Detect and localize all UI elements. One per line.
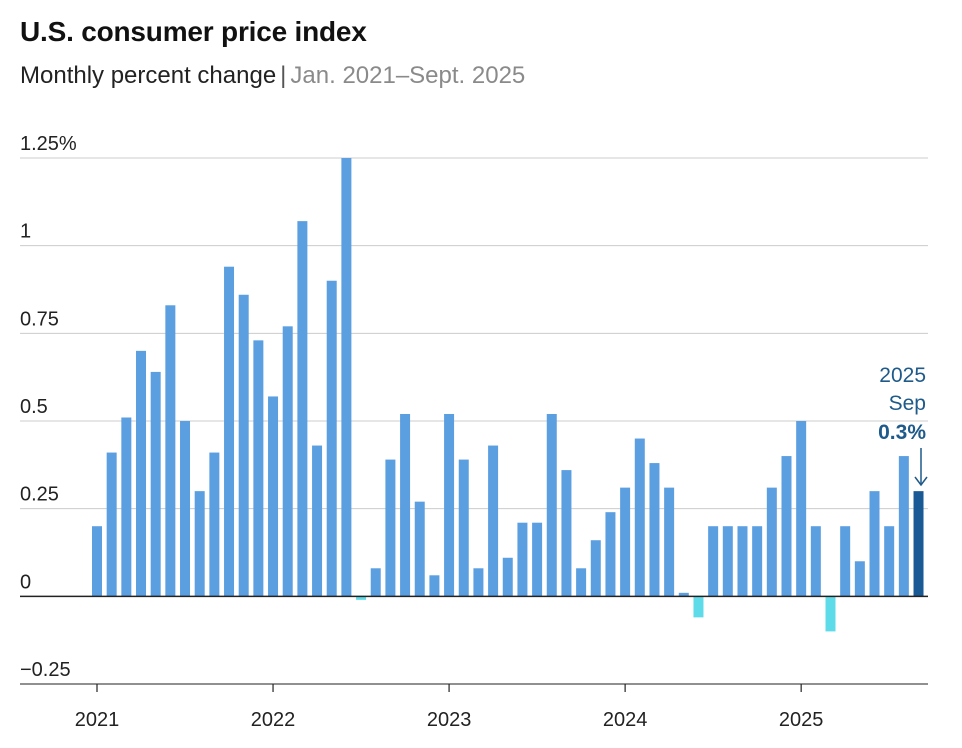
bar <box>136 350 147 597</box>
bar <box>590 540 601 597</box>
bar <box>664 487 675 597</box>
latest-value-annotation: 2025 Sep 0.3% <box>878 364 928 487</box>
annotation-month: Sep <box>889 392 926 415</box>
bar <box>400 413 411 597</box>
bar <box>502 557 513 597</box>
bar <box>297 221 308 597</box>
bar <box>150 371 161 597</box>
bar <box>209 452 220 597</box>
bar <box>370 568 381 597</box>
bar <box>561 470 572 597</box>
x-tick-label: 2025 <box>779 709 824 731</box>
chart-subtitle: Monthly percent change | Jan. 2021–Sept. 2… <box>20 62 525 90</box>
bar <box>517 522 528 597</box>
bar <box>253 340 264 597</box>
bar <box>532 522 543 597</box>
bar <box>722 526 733 597</box>
bar <box>898 456 909 597</box>
subtitle-date-range: Jan. 2021–Sept. 2025 <box>290 62 526 89</box>
subtitle-separator: | <box>280 62 287 89</box>
subtitle-main: Monthly percent change <box>20 62 277 89</box>
bar <box>473 568 484 597</box>
bar <box>678 592 689 597</box>
x-axis: 2021 2022 2023 2024 2025 <box>20 595 928 731</box>
x-tick-label: 2023 <box>427 709 472 731</box>
bar <box>268 396 279 597</box>
bar <box>781 456 792 597</box>
chart-title: U.S. consumer price index <box>20 16 367 47</box>
bar <box>737 526 748 597</box>
bar <box>444 413 455 597</box>
y-tick-label: 0.75 <box>20 308 59 330</box>
bar <box>913 491 924 597</box>
bar <box>385 459 396 597</box>
bar <box>282 326 293 597</box>
bar <box>693 596 704 618</box>
y-tick-label: 0.25 <box>20 484 59 506</box>
bar <box>825 596 836 632</box>
y-tick-label: 1.25% <box>20 133 77 155</box>
y-tick-label: 1 <box>20 221 31 243</box>
bar <box>605 512 616 597</box>
x-tick-label: 2021 <box>75 709 120 731</box>
y-tick-label: 0.5 <box>20 396 48 418</box>
bar <box>634 438 645 597</box>
bar <box>121 417 132 597</box>
y-tick-label: −0.25 <box>20 659 71 681</box>
bar <box>620 487 631 597</box>
bar <box>356 596 367 600</box>
bar <box>92 526 102 597</box>
bar <box>810 526 821 597</box>
bar <box>488 445 499 597</box>
bar <box>649 463 660 597</box>
x-tick-label: 2024 <box>603 709 648 731</box>
bar <box>224 266 235 597</box>
bar <box>708 526 719 597</box>
bar <box>840 526 851 597</box>
annotation-value: 0.3% <box>878 421 926 444</box>
bar <box>194 491 205 597</box>
bar <box>869 491 880 597</box>
bar <box>458 459 469 597</box>
bar <box>165 305 176 597</box>
bar <box>546 413 557 597</box>
bar <box>341 158 352 597</box>
bar <box>854 561 865 597</box>
bar <box>429 575 440 597</box>
bar <box>106 452 117 597</box>
bar <box>326 280 337 597</box>
bar <box>796 421 807 597</box>
bar <box>414 501 425 597</box>
bar <box>752 526 763 597</box>
y-tick-label: 0 <box>20 571 31 593</box>
bars <box>92 158 924 632</box>
annotation-year: 2025 <box>879 364 926 387</box>
annotation-arrow-head <box>914 476 928 487</box>
x-tick-label: 2022 <box>251 709 296 731</box>
bar <box>576 568 587 597</box>
bar <box>884 526 895 597</box>
bar <box>180 421 191 597</box>
bar <box>766 487 777 597</box>
bar <box>312 445 323 597</box>
bar <box>238 294 249 597</box>
y-axis-labels: −0.25 0 0.25 0.5 0.75 1 1.25% <box>20 133 77 681</box>
